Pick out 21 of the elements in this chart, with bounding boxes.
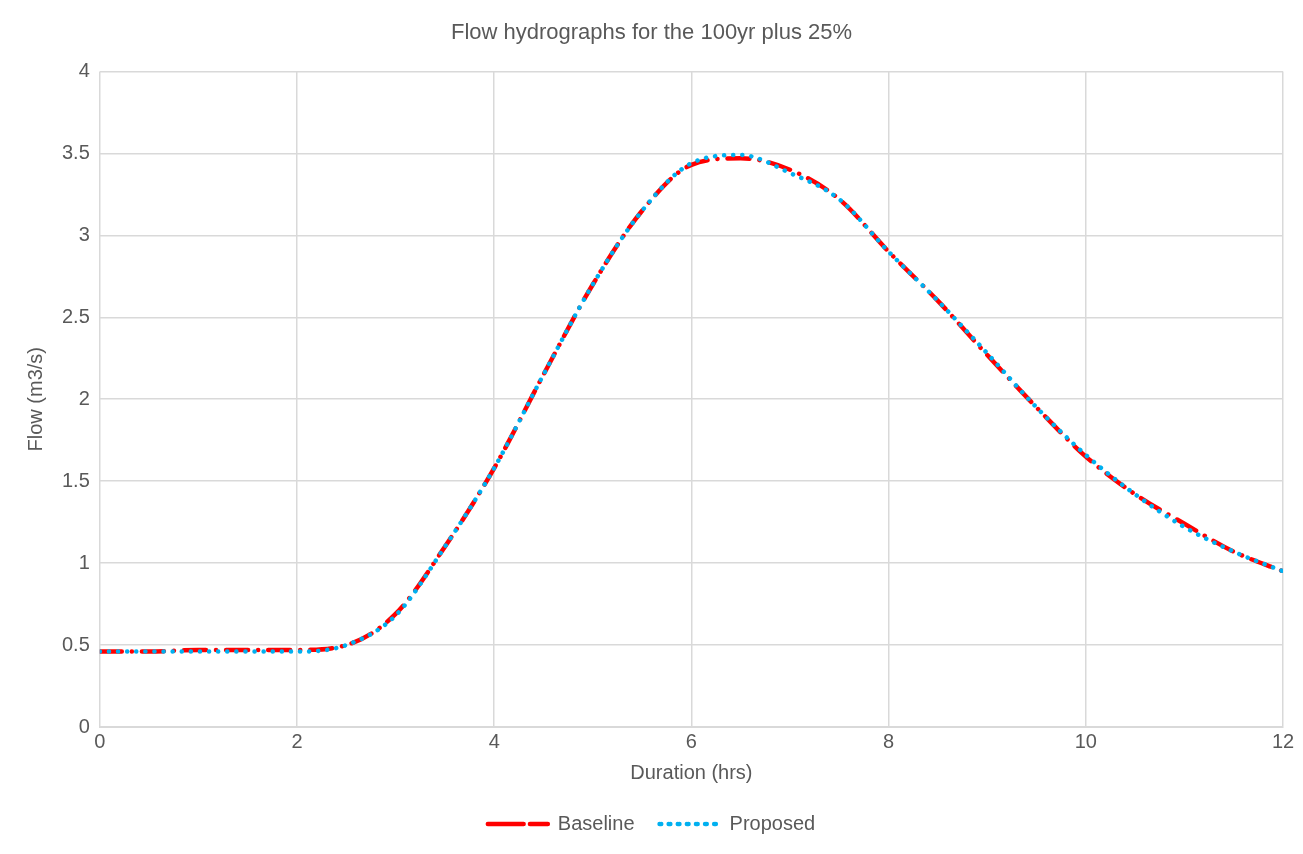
x-tick-label: 12 xyxy=(1271,729,1295,752)
x-tick-label: 2 xyxy=(291,729,303,752)
y-tick-label: 2.5 xyxy=(61,304,90,327)
y-tick-label: 0.5 xyxy=(61,632,90,655)
x-tick-label: 8 xyxy=(883,729,895,752)
legend-label: Proposed xyxy=(729,811,816,834)
x-tick-label: 6 xyxy=(685,729,697,752)
y-tick-label: 4 xyxy=(78,58,90,81)
y-tick-label: 1 xyxy=(78,550,90,573)
y-tick-label: 0 xyxy=(78,714,90,737)
x-axis-title: Duration (hrs) xyxy=(630,760,753,783)
x-tick-label: 0 xyxy=(94,729,106,752)
y-tick-label: 1.5 xyxy=(61,468,90,491)
chart-title: Flow hydrographs for the 100yr plus 25% xyxy=(450,19,853,45)
x-tick-label: 4 xyxy=(488,729,500,752)
y-tick-label: 2 xyxy=(78,386,90,409)
x-tick-label: 10 xyxy=(1074,729,1097,752)
y-tick-label: 3 xyxy=(78,222,90,245)
y-axis-title: Flow (m3/s) xyxy=(23,346,46,452)
y-tick-label: 3.5 xyxy=(61,140,90,163)
legend-label: Baseline xyxy=(557,811,635,834)
